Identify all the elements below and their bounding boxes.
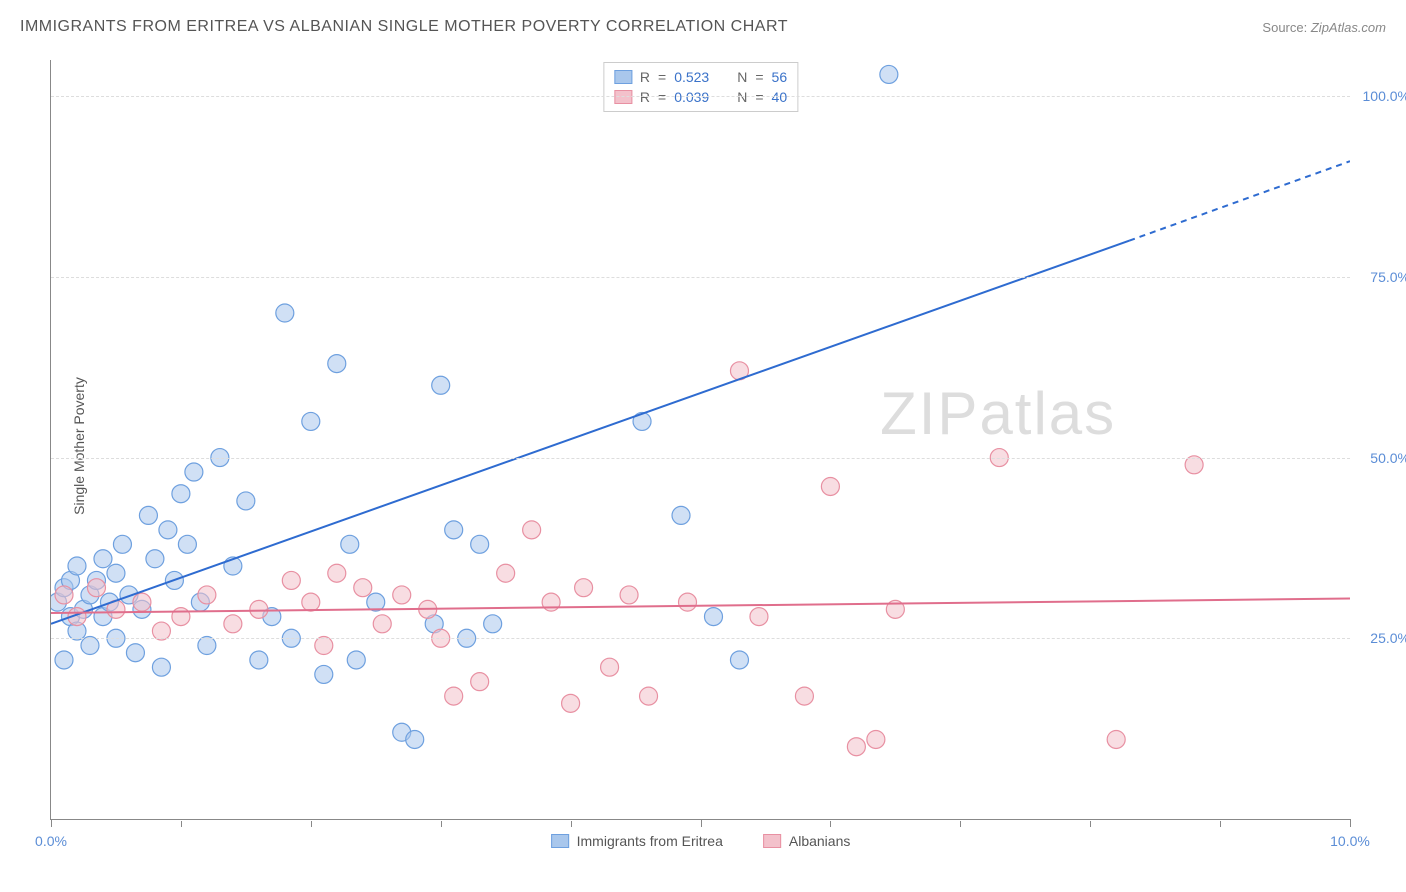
- bottom-legend: Immigrants from Eritrea Albanians: [551, 833, 851, 849]
- swatch-series1-b: [551, 834, 569, 848]
- r-value-1: 0.523: [674, 69, 709, 85]
- y-tick-label: 75.0%: [1370, 269, 1406, 285]
- eq: =: [755, 69, 763, 85]
- chart-title: IMMIGRANTS FROM ERITREA VS ALBANIAN SING…: [20, 18, 788, 36]
- source-attribution: Source: ZipAtlas.com: [1262, 20, 1386, 35]
- x-tick-label: 0.0%: [35, 833, 67, 849]
- source-value: ZipAtlas.com: [1311, 20, 1386, 35]
- legend-label-2: Albanians: [789, 833, 851, 849]
- legend-label-1: Immigrants from Eritrea: [577, 833, 723, 849]
- stats-row-series1: R = 0.523 N = 56: [614, 67, 787, 87]
- plot-area: ZIPatlas R = 0.523 N = 56 R = 0.039 N = …: [50, 60, 1350, 820]
- swatch-series1: [614, 70, 632, 84]
- y-tick-label: 50.0%: [1370, 450, 1406, 466]
- n-label: N: [737, 69, 747, 85]
- eq: =: [658, 69, 666, 85]
- x-tick-label: 10.0%: [1330, 833, 1370, 849]
- watermark: ZIPatlas: [880, 379, 1116, 448]
- y-tick-label: 100.0%: [1363, 88, 1406, 104]
- swatch-series2-b: [763, 834, 781, 848]
- stats-legend-box: R = 0.523 N = 56 R = 0.039 N = 40: [603, 62, 798, 112]
- source-label: Source:: [1262, 20, 1307, 35]
- legend-item-series1: Immigrants from Eritrea: [551, 833, 723, 849]
- y-tick-label: 25.0%: [1370, 630, 1406, 646]
- chart-svg: [51, 60, 1350, 819]
- legend-item-series2: Albanians: [763, 833, 851, 849]
- r-label: R: [640, 69, 650, 85]
- n-value-1: 56: [772, 69, 788, 85]
